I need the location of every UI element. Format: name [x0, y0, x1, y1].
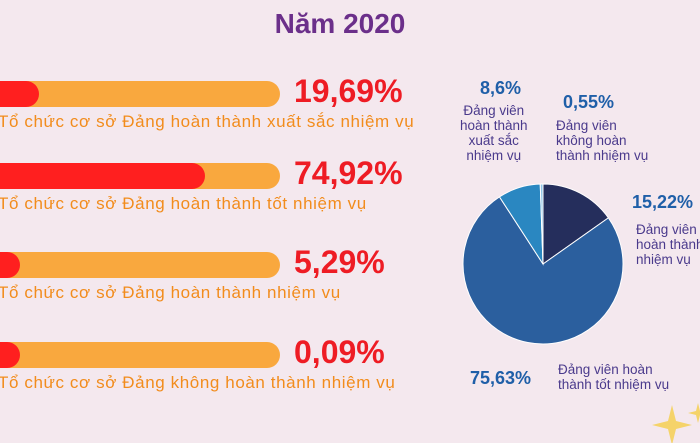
progress-fill — [0, 81, 40, 107]
progress-fill — [0, 252, 20, 278]
bar-category-label: Tổ chức cơ sở Đảng hoàn thành nhiệm vụ — [0, 283, 341, 302]
pie-label-line: hoàn thành — [460, 118, 528, 133]
bar-value-label: 19,69% — [294, 73, 403, 109]
progress-track — [0, 252, 280, 278]
pie-label-line: nhiệm vụ — [466, 148, 522, 163]
bar-category-label: Tổ chức cơ sở Đảng hoàn thành xuất sắc n… — [0, 112, 415, 131]
pie-slice — [542, 183, 610, 265]
pie-label-line: xuất sắc — [468, 133, 519, 148]
pie-pct-not-complete: 0,55% — [563, 92, 615, 112]
pie-label-line: Đảng viên — [463, 103, 525, 118]
page-title: Năm 2020 — [274, 8, 406, 39]
progress-fill — [0, 342, 20, 368]
bar-category-label: Tổ chức cơ sở Đảng hoàn thành tốt nhiệm … — [0, 194, 367, 213]
bar-value-label: 5,29% — [294, 244, 385, 280]
progress-track — [0, 163, 280, 189]
pie-label-line: Đảng viên — [556, 118, 617, 133]
pie-slice — [539, 183, 544, 265]
pie-label-line: nhiệm vụ — [636, 252, 691, 267]
pie-label-line: không hoàn — [556, 133, 627, 148]
pie-label-excellent: Đảng viên hoàn thành xuất sắc nhiệm vụ — [460, 103, 528, 163]
pie-label-line: thành nhiệm vụ — [556, 148, 649, 163]
pie-pct-complete: 15,22% — [632, 192, 694, 212]
star-icon — [652, 403, 700, 443]
progress-fill — [0, 163, 205, 189]
bar-category-label: Tổ chức cơ sở Đảng không hoàn thành nhiệ… — [0, 373, 396, 392]
progress-track — [0, 342, 280, 368]
pie-label-line: Đảng viên hoàn — [558, 362, 653, 377]
pie-label-line: thành tốt nhiệm vụ — [558, 377, 670, 392]
pie-label-line: hoàn thành — [636, 237, 700, 252]
progress-track — [0, 81, 280, 107]
pie-label-line: Đảng viên — [636, 222, 697, 237]
pie-label-complete: Đảng viên hoàn thành nhiệm vụ — [636, 222, 700, 267]
pie-label-not-complete: Đảng viên không hoàn thành nhiệm vụ — [556, 118, 648, 163]
bar-value-label: 0,09% — [294, 334, 385, 370]
pie-pct-good: 75,63% — [470, 368, 532, 388]
pie-label-good: Đảng viên hoàn thành tốt nhiệm vụ — [558, 362, 669, 392]
bar-value-label: 74,92% — [294, 155, 403, 191]
pie-slice — [462, 196, 624, 345]
pie-pct-excellent: 8,6% — [480, 78, 522, 98]
